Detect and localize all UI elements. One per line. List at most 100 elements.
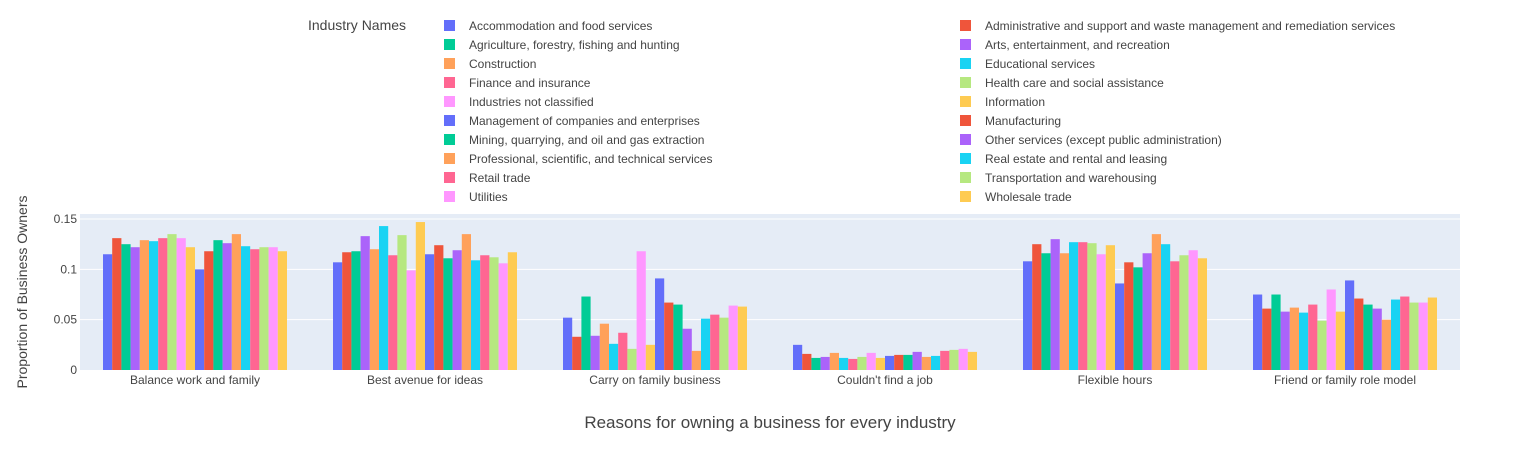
bar[interactable] xyxy=(1308,304,1318,370)
bar[interactable] xyxy=(1170,261,1180,370)
bar[interactable] xyxy=(103,254,113,370)
bar[interactable] xyxy=(1289,307,1299,370)
bar[interactable] xyxy=(848,358,858,370)
legend-item[interactable]: Real estate and rental and leasing xyxy=(960,152,1167,166)
legend-item[interactable]: Health care and social assistance xyxy=(960,76,1164,90)
bar[interactable] xyxy=(563,317,573,370)
bar[interactable] xyxy=(949,349,959,370)
legend-item[interactable]: Wholesale trade xyxy=(960,190,1072,204)
bar[interactable] xyxy=(931,355,941,370)
bar[interactable] xyxy=(940,350,950,370)
bar[interactable] xyxy=(1188,250,1198,370)
bar[interactable] xyxy=(489,257,499,370)
bar[interactable] xyxy=(507,252,517,370)
legend-item[interactable]: Manufacturing xyxy=(960,114,1061,128)
bar[interactable] xyxy=(1078,242,1088,370)
bar[interactable] xyxy=(1335,311,1345,370)
bar[interactable] xyxy=(204,251,214,370)
bar[interactable] xyxy=(710,314,720,370)
bar[interactable] xyxy=(1050,239,1060,370)
bar[interactable] xyxy=(1179,255,1189,370)
bar[interactable] xyxy=(793,344,803,370)
bar[interactable] xyxy=(1391,299,1401,370)
bar[interactable] xyxy=(480,255,490,370)
bar[interactable] xyxy=(1418,302,1428,370)
bar[interactable] xyxy=(682,328,692,370)
legend-item[interactable]: Utilities xyxy=(444,190,508,204)
bar[interactable] xyxy=(1059,253,1069,370)
bar[interactable] xyxy=(1032,244,1042,370)
bar[interactable] xyxy=(1372,308,1382,370)
bar[interactable] xyxy=(158,238,168,370)
bar[interactable] xyxy=(434,245,444,370)
legend-item[interactable]: Accommodation and food services xyxy=(444,19,652,33)
bar[interactable] xyxy=(425,254,435,370)
bar[interactable] xyxy=(921,356,931,370)
bar[interactable] xyxy=(1317,320,1327,370)
legend-item[interactable]: Industries not classified xyxy=(444,95,594,109)
bar[interactable] xyxy=(1197,258,1207,370)
bar[interactable] xyxy=(1299,312,1309,370)
bar[interactable] xyxy=(719,317,729,370)
bar[interactable] xyxy=(351,251,361,370)
bar[interactable] xyxy=(1427,297,1437,370)
bar[interactable] xyxy=(958,348,968,370)
bar[interactable] xyxy=(802,353,812,370)
bar[interactable] xyxy=(342,252,352,370)
bar[interactable] xyxy=(1069,242,1079,370)
bar[interactable] xyxy=(728,305,738,370)
legend-item[interactable]: Other services (except public administra… xyxy=(960,133,1222,147)
bar[interactable] xyxy=(259,247,269,370)
legend-item[interactable]: Transportation and warehousing xyxy=(960,171,1157,185)
bar[interactable] xyxy=(1105,245,1115,370)
bar[interactable] xyxy=(1280,311,1290,370)
bar[interactable] xyxy=(664,302,674,370)
bar[interactable] xyxy=(1271,294,1281,370)
bar[interactable] xyxy=(415,222,425,370)
legend-item[interactable]: Construction xyxy=(444,57,536,71)
bar[interactable] xyxy=(701,318,711,370)
bar[interactable] xyxy=(1133,267,1143,370)
legend-item[interactable]: Information xyxy=(960,95,1045,109)
legend-item[interactable]: Mining, quarrying, and oil and gas extra… xyxy=(444,133,704,147)
legend-item[interactable]: Management of companies and enterprises xyxy=(444,114,700,128)
bar[interactable] xyxy=(397,235,407,370)
bar[interactable] xyxy=(277,251,287,370)
bar[interactable] xyxy=(388,255,398,370)
bar[interactable] xyxy=(618,332,628,370)
bar[interactable] xyxy=(1400,296,1410,370)
bar[interactable] xyxy=(333,262,343,370)
bar[interactable] xyxy=(737,306,747,370)
bar[interactable] xyxy=(655,278,665,370)
bar[interactable] xyxy=(1253,294,1263,370)
bar[interactable] xyxy=(866,352,876,370)
bar[interactable] xyxy=(645,344,655,370)
bar[interactable] xyxy=(912,351,922,370)
legend-item[interactable]: Educational services xyxy=(960,57,1095,71)
legend-item[interactable]: Finance and insurance xyxy=(444,76,591,90)
bar[interactable] xyxy=(1023,261,1033,370)
legend-item[interactable]: Agriculture, forestry, fishing and hunti… xyxy=(444,38,680,52)
bar[interactable] xyxy=(250,249,260,370)
bar[interactable] xyxy=(231,234,241,370)
bar[interactable] xyxy=(599,323,609,370)
bar[interactable] xyxy=(1326,289,1336,370)
bar[interactable] xyxy=(811,357,821,370)
bar[interactable] xyxy=(241,246,251,370)
bar[interactable] xyxy=(691,350,701,370)
bar[interactable] xyxy=(673,304,683,370)
bar[interactable] xyxy=(885,355,895,370)
bar[interactable] xyxy=(185,247,195,370)
bar[interactable] xyxy=(1262,308,1272,370)
bar[interactable] xyxy=(195,269,205,370)
bar[interactable] xyxy=(379,226,389,370)
bar[interactable] xyxy=(167,234,177,370)
bar[interactable] xyxy=(894,354,904,370)
bar[interactable] xyxy=(1087,243,1097,370)
bar[interactable] xyxy=(1151,234,1161,370)
bar[interactable] xyxy=(149,241,159,370)
bar[interactable] xyxy=(443,258,453,370)
bar[interactable] xyxy=(176,238,186,370)
bar[interactable] xyxy=(360,236,370,370)
bar[interactable] xyxy=(1041,253,1051,370)
